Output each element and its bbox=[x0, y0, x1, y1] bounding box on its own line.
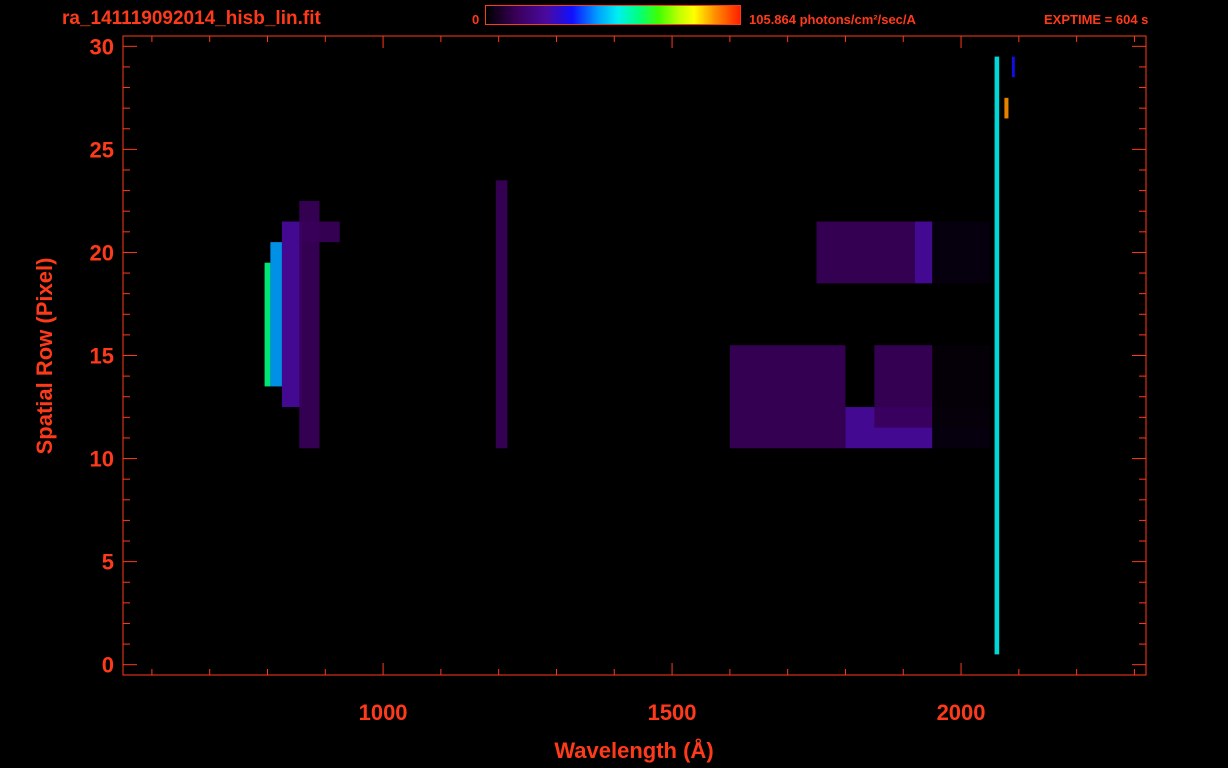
colorbar bbox=[485, 5, 741, 25]
heatmap-cell bbox=[932, 56, 996, 655]
y-tick-label: 30 bbox=[90, 34, 114, 59]
y-axis-title: Spatial Row (Pixel) bbox=[32, 258, 57, 455]
colorbar-max-label: 105.864 photons/cm²/sec/A bbox=[749, 12, 916, 27]
heatmap-cell bbox=[270, 242, 282, 387]
y-tick-label: 25 bbox=[90, 137, 114, 162]
y-tick-label: 5 bbox=[102, 550, 114, 575]
y-tick-label: 20 bbox=[90, 240, 114, 265]
heatmap-cells bbox=[264, 56, 1015, 655]
y-tick-label: 0 bbox=[102, 653, 114, 678]
x-tick-label: 1500 bbox=[648, 700, 697, 725]
file-name-title: ra_141119092014_hisb_lin.fit bbox=[62, 8, 321, 29]
heatmap-cell bbox=[281, 221, 303, 408]
x-tick-label: 2000 bbox=[937, 700, 986, 725]
heatmap-cell bbox=[700, 221, 817, 284]
heatmap-cell bbox=[729, 345, 846, 449]
axis-ticks: 1000 1500 2000 0 5 10 15 20 25 30 bbox=[90, 34, 1146, 725]
heatmap-cell bbox=[495, 180, 508, 449]
x-axis-title: Wavelength (Å) bbox=[554, 737, 713, 763]
exposure-time-label: EXPTIME = 604 s bbox=[1044, 12, 1149, 27]
colorbar-min-label: 0 bbox=[472, 12, 480, 27]
heatmap-cell bbox=[816, 221, 915, 284]
heatmap-cell bbox=[264, 262, 271, 387]
heatmap-cell bbox=[994, 56, 1000, 655]
y-tick-label: 15 bbox=[90, 344, 114, 369]
y-tick-label: 10 bbox=[90, 447, 114, 472]
x-tick-label: 1000 bbox=[359, 700, 408, 725]
heatmap-cell bbox=[299, 200, 320, 449]
heatmap-cell bbox=[1011, 56, 1015, 78]
heatmap-cell bbox=[1004, 97, 1009, 119]
